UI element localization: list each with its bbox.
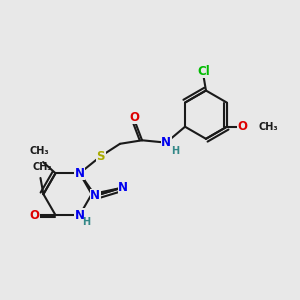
Text: CH₃: CH₃ [32,162,52,172]
Text: H: H [82,218,90,227]
Text: O: O [29,208,39,222]
Text: O: O [238,120,248,133]
Text: O: O [129,111,139,124]
Text: CH₃: CH₃ [30,146,50,156]
Text: H: H [171,146,179,156]
Text: N: N [90,189,100,202]
Text: N: N [161,136,171,149]
Text: N: N [118,181,128,194]
Text: S: S [97,150,105,163]
Text: N: N [75,208,85,222]
Text: CH₃: CH₃ [258,122,278,132]
Text: N: N [75,167,85,180]
Text: Cl: Cl [197,64,210,78]
